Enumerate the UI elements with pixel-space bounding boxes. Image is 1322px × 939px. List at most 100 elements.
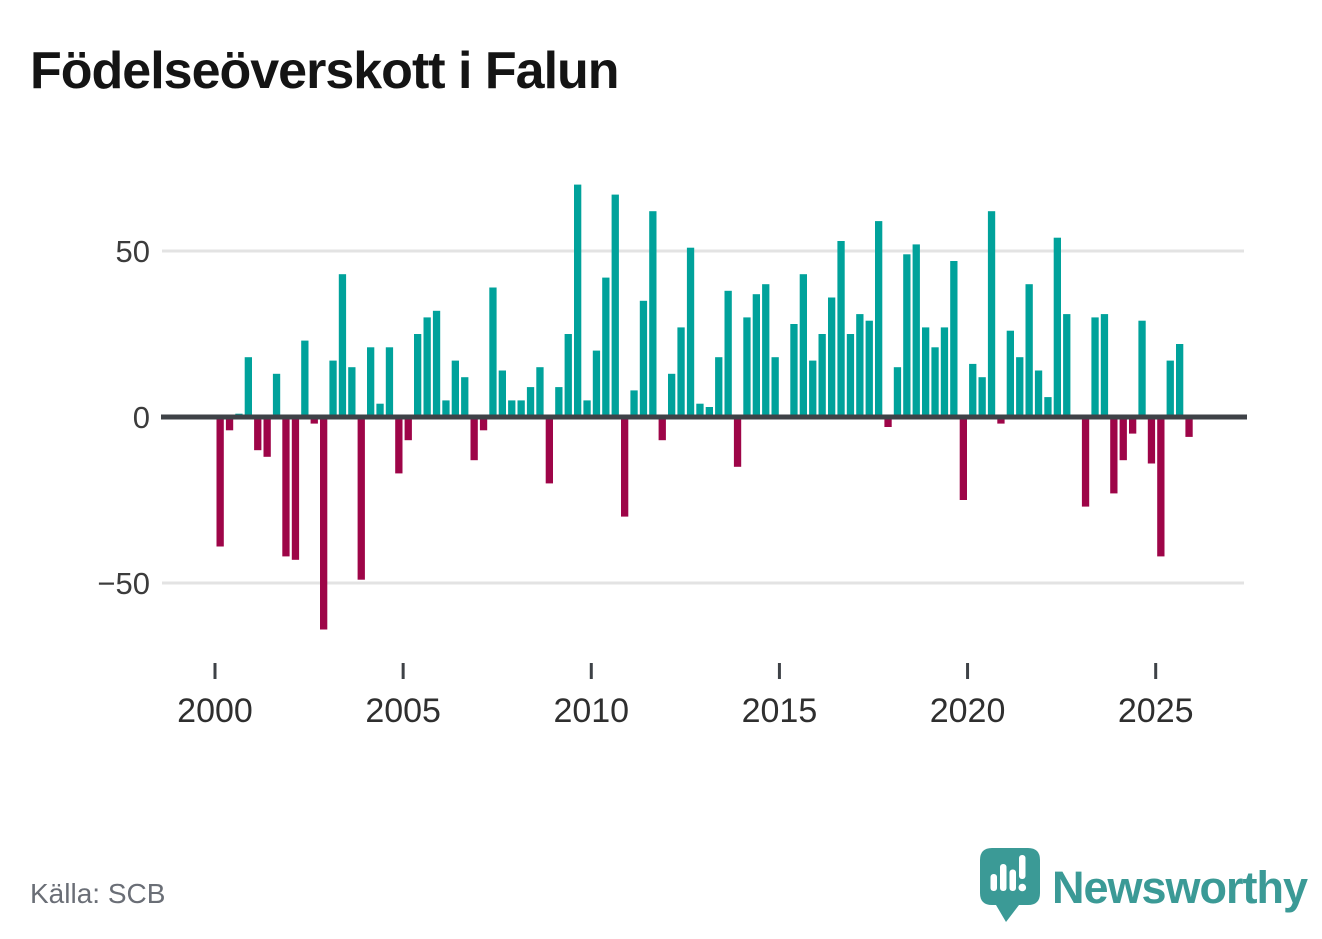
plot-area: 50 0 −50 2000 2005 2010 2015 2020 2025	[97, 184, 1247, 730]
bar-2007-Q4	[508, 400, 516, 417]
bar-2013-Q2	[715, 357, 723, 417]
bar-2024-Q2	[1129, 417, 1137, 434]
bar-2024-Q1	[1119, 417, 1127, 461]
bar-2022-Q3	[1063, 314, 1071, 417]
bar-2002-Q3	[310, 417, 318, 424]
bar-2002-Q4	[320, 417, 328, 630]
bar-2011-Q2	[639, 300, 648, 417]
bar-2009-Q4	[583, 400, 591, 417]
bar-2024-Q3	[1138, 320, 1146, 417]
bar-2017-Q3	[875, 221, 883, 417]
bar-2007-Q2	[489, 287, 497, 417]
bar-2003-Q2	[338, 274, 347, 417]
bar-2001-Q3	[272, 373, 281, 417]
bar-2023-Q2	[1091, 317, 1099, 417]
bar-2007-Q3	[498, 370, 506, 417]
bar-2015-Q4	[809, 360, 817, 417]
bar-2012-Q2	[677, 327, 685, 417]
bar-2025-Q3	[1176, 344, 1184, 417]
bar-2021-Q1	[1006, 330, 1014, 417]
bar-2015-Q3	[799, 274, 807, 417]
bar-2014-Q4	[771, 357, 779, 417]
bar-2025-Q4	[1185, 417, 1193, 437]
bar-2010-Q2	[602, 277, 610, 417]
bar-2010-Q3	[611, 194, 619, 417]
bar-2017-Q4	[884, 417, 892, 427]
bar-2008-Q4	[545, 417, 553, 484]
bar-2022-Q2	[1053, 237, 1061, 417]
bar-2005-Q3	[423, 317, 431, 417]
bar-2003-Q1	[329, 360, 337, 417]
brand-wordmark: Newsworthy	[1052, 862, 1308, 913]
bar-2019-Q3	[950, 261, 958, 417]
bar-2014-Q3	[762, 284, 770, 417]
bar-2021-Q3	[1025, 284, 1033, 417]
bar-2003-Q3	[348, 367, 356, 417]
bar-2020-Q2	[978, 377, 986, 417]
bar-2012-Q1	[668, 373, 676, 417]
bar-2011-Q4	[658, 417, 666, 441]
bar-2006-Q3	[461, 377, 469, 417]
bar-2012-Q3	[686, 247, 695, 417]
bar-2018-Q3	[912, 244, 920, 417]
bar-2000-Q2	[225, 417, 234, 431]
bar-2016-Q2	[828, 297, 836, 417]
bar-2024-Q4	[1147, 417, 1156, 464]
bar-2023-Q3	[1100, 314, 1109, 417]
bar-2011-Q1	[630, 390, 638, 417]
bar-2006-Q4	[470, 417, 478, 461]
bar-2004-Q1	[367, 347, 375, 417]
bar-2014-Q2	[752, 294, 760, 417]
bar-2018-Q2	[903, 254, 911, 417]
x-axis-label-2005: 2005	[365, 692, 441, 730]
bar-2016-Q4	[846, 334, 855, 417]
bar-2010-Q4	[621, 417, 629, 517]
x-axis-label-2020: 2020	[930, 692, 1006, 730]
bar-2011-Q3	[649, 211, 657, 417]
bar-2009-Q2	[564, 334, 572, 417]
bar-2018-Q1	[893, 367, 902, 417]
bar-2002-Q1	[291, 417, 300, 560]
bar-2022-Q1	[1044, 397, 1052, 417]
bar-2013-Q4	[733, 417, 742, 467]
bar-2002-Q2	[301, 340, 309, 417]
bar-2005-Q2	[414, 334, 422, 417]
bar-2017-Q1	[856, 314, 864, 417]
bar-2025-Q2	[1166, 360, 1174, 417]
bar-2019-Q2	[940, 327, 949, 417]
chart-title: Födelseöverskott i Falun	[30, 42, 619, 100]
bar-2013-Q1	[705, 407, 713, 417]
bar-2023-Q4	[1110, 417, 1118, 494]
bar-2013-Q3	[724, 290, 732, 417]
y-axis-label-−50: −50	[97, 566, 150, 601]
bar-2008-Q3	[536, 367, 544, 417]
bar-2010-Q1	[592, 350, 601, 417]
bar-2017-Q2	[865, 320, 873, 417]
bar-2009-Q3	[574, 184, 582, 417]
y-axis-label-0: 0	[133, 400, 150, 435]
bar-2021-Q2	[1016, 357, 1024, 417]
bar-2001-Q2	[263, 417, 271, 457]
bar-2019-Q4	[959, 417, 967, 500]
x-axis-label-2010: 2010	[553, 692, 629, 730]
x-axis-label-2025: 2025	[1118, 692, 1194, 730]
bar-2005-Q4	[432, 310, 441, 417]
bar-2005-Q1	[404, 417, 412, 441]
bar-2009-Q1	[555, 387, 563, 417]
bar-2020-Q3	[987, 211, 996, 417]
bar-2006-Q1	[442, 400, 450, 417]
y-axis-label-50: 50	[116, 234, 150, 269]
bar-2008-Q1	[517, 400, 525, 417]
bar-2000-Q4	[244, 357, 252, 417]
bar-2016-Q1	[818, 334, 826, 417]
bar-2007-Q1	[479, 417, 488, 431]
bar-2020-Q4	[997, 417, 1005, 424]
bar-2016-Q3	[837, 241, 845, 417]
bar-2020-Q1	[969, 363, 977, 417]
bar-2019-Q1	[931, 347, 939, 417]
bar-2003-Q4	[357, 417, 365, 580]
bar-2014-Q1	[743, 317, 751, 417]
bar-2001-Q1	[254, 417, 262, 451]
